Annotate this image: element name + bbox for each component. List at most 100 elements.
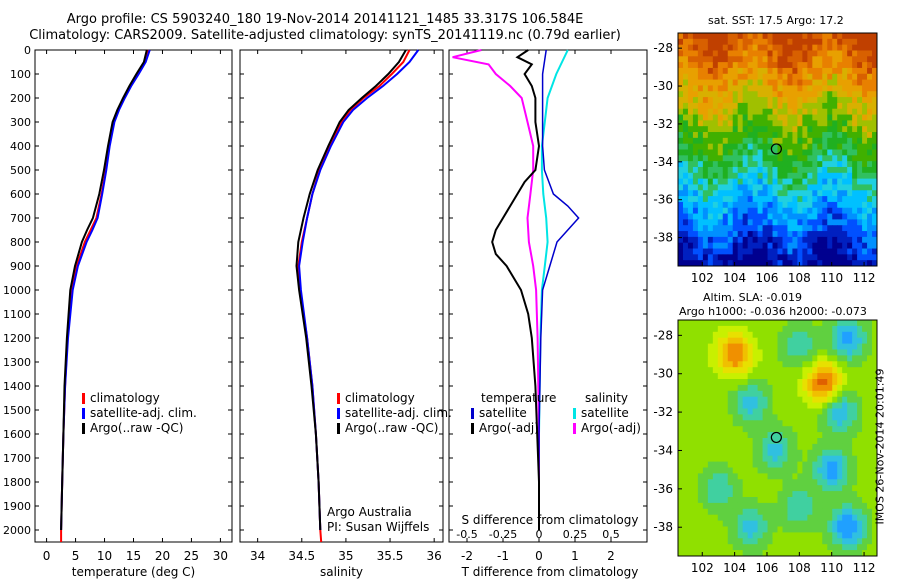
map-cell bbox=[787, 56, 793, 63]
map-cell bbox=[707, 479, 714, 486]
map-cell bbox=[817, 414, 823, 421]
map-cell bbox=[847, 508, 853, 516]
map-cell bbox=[822, 502, 828, 510]
map-cell bbox=[872, 44, 878, 51]
map-cell bbox=[802, 502, 808, 510]
map-cell bbox=[817, 544, 823, 551]
map-cell bbox=[827, 196, 833, 203]
map-y-tick-label: -38 bbox=[653, 520, 673, 534]
map-cell bbox=[857, 520, 863, 527]
map-cell bbox=[807, 149, 813, 156]
map-cell bbox=[792, 33, 798, 40]
map-cell bbox=[678, 201, 684, 209]
map-cell bbox=[797, 149, 803, 156]
map-cell bbox=[747, 33, 754, 40]
map-cell bbox=[862, 44, 868, 51]
map-cell bbox=[847, 219, 853, 226]
map-cell bbox=[857, 473, 863, 480]
map-cell bbox=[737, 56, 744, 63]
map-cell bbox=[812, 349, 818, 356]
map-cell bbox=[852, 402, 858, 409]
map-cell bbox=[678, 349, 684, 356]
map-cell bbox=[852, 260, 858, 267]
map-cell bbox=[702, 62, 709, 69]
map-cell bbox=[857, 254, 863, 261]
map-cell bbox=[787, 166, 793, 174]
map-cell bbox=[722, 155, 729, 162]
map-cell bbox=[742, 108, 749, 115]
map-cell bbox=[842, 213, 848, 220]
map-cell bbox=[737, 355, 744, 362]
map-cell bbox=[752, 455, 759, 462]
map-cell bbox=[727, 56, 734, 63]
map-cell bbox=[727, 538, 734, 545]
map-cell bbox=[812, 438, 818, 445]
map-cell bbox=[707, 242, 714, 249]
map-cell bbox=[747, 137, 754, 145]
map-cell bbox=[727, 396, 734, 403]
map-cell bbox=[757, 408, 763, 415]
map-cell bbox=[867, 236, 873, 244]
map-cell bbox=[812, 254, 818, 261]
map-cell bbox=[772, 343, 778, 350]
legend-swatch bbox=[573, 423, 576, 434]
map-cell bbox=[827, 91, 833, 98]
map-cell bbox=[772, 254, 778, 261]
map-cell bbox=[872, 184, 878, 191]
map-cell bbox=[867, 102, 873, 110]
map-cell bbox=[817, 514, 823, 521]
map-cell bbox=[807, 491, 813, 498]
map-cell bbox=[812, 56, 818, 63]
map-cell bbox=[867, 231, 873, 238]
map-cell bbox=[717, 260, 724, 267]
map-cell bbox=[822, 520, 828, 527]
map-cell bbox=[722, 108, 729, 115]
map-cell bbox=[678, 432, 684, 439]
map-cell bbox=[678, 149, 684, 156]
map-cell bbox=[727, 443, 734, 451]
map-cell bbox=[707, 248, 714, 255]
map-cell bbox=[787, 161, 793, 168]
map-cell bbox=[797, 426, 803, 433]
map-cell bbox=[792, 449, 798, 457]
map-cell bbox=[797, 408, 803, 415]
map-cell bbox=[797, 438, 803, 445]
map-cell bbox=[762, 73, 768, 81]
map-cell bbox=[867, 73, 873, 81]
map-cell bbox=[862, 79, 868, 86]
map-cell bbox=[817, 497, 823, 504]
map-cell bbox=[797, 331, 803, 339]
map-cell bbox=[767, 502, 773, 510]
map-cell bbox=[707, 497, 714, 504]
map-cell bbox=[682, 396, 689, 403]
map-cell bbox=[762, 361, 768, 368]
map-cell bbox=[827, 67, 833, 75]
map-cell bbox=[782, 33, 788, 40]
map-cell bbox=[832, 373, 838, 380]
map-cell bbox=[857, 544, 863, 551]
map-cell bbox=[712, 538, 719, 545]
map-cell bbox=[862, 172, 868, 180]
map-cell bbox=[742, 514, 749, 521]
map-cell bbox=[707, 62, 714, 69]
map-cell bbox=[742, 155, 749, 162]
map-cell bbox=[782, 538, 788, 545]
map-cell bbox=[777, 479, 783, 486]
map-cell bbox=[712, 260, 719, 267]
map-cell bbox=[847, 166, 853, 174]
map-cell bbox=[752, 443, 759, 451]
map-cell bbox=[687, 331, 694, 339]
map-cell bbox=[687, 455, 694, 462]
map-cell bbox=[867, 108, 873, 115]
map-cell bbox=[762, 473, 768, 480]
map-cell bbox=[727, 520, 734, 527]
map-cell bbox=[782, 461, 788, 468]
map-cell bbox=[807, 532, 813, 539]
map-cell bbox=[802, 149, 808, 156]
map-cell bbox=[762, 120, 768, 127]
map-cell bbox=[862, 550, 868, 557]
map-cell bbox=[742, 502, 749, 510]
map-cell bbox=[757, 379, 763, 386]
map-cell bbox=[837, 443, 843, 451]
map-cell bbox=[712, 172, 719, 180]
